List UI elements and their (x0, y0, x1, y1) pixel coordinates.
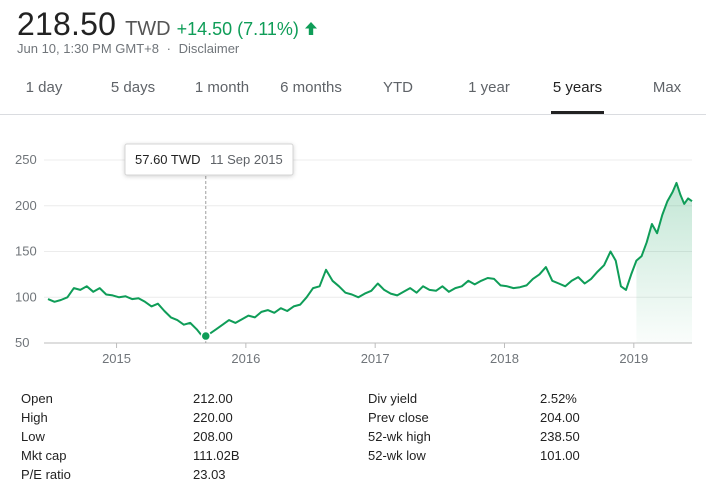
stat-row-mkt-cap: Mkt cap 111.02B (21, 446, 261, 465)
tab-6-months[interactable]: 6 months (280, 79, 342, 96)
currency-label: TWD (125, 18, 171, 40)
stat-label: Div yield (368, 391, 418, 406)
x-tick-label: 2018 (490, 351, 519, 366)
stat-row-prev-close: Prev close 204.00 (368, 408, 608, 427)
stat-label: High (21, 410, 48, 425)
stat-value: 220.00 (193, 410, 233, 425)
x-tick-label: 2015 (102, 351, 131, 366)
quote-header: 218.50 TWD +14.50 (7.11%) (17, 6, 318, 43)
stat-row-52wk-low: 52-wk low 101.00 (368, 446, 608, 465)
stat-row-low: Low 208.00 (21, 427, 261, 446)
x-tick-label: 2017 (361, 351, 390, 366)
meta-separator: · (166, 41, 171, 56)
tab-ytd[interactable]: YTD (383, 79, 413, 96)
stat-value: 238.50 (540, 429, 580, 444)
x-tick-label: 2016 (231, 351, 260, 366)
stat-row-pe-ratio: P/E ratio 23.03 (21, 465, 261, 484)
x-tick-label: 2019 (619, 351, 648, 366)
price-area (636, 182, 692, 343)
price-line (47, 181, 693, 337)
disclaimer-link[interactable]: Disclaimer (178, 41, 240, 56)
stat-row-52wk-high: 52-wk high 238.50 (368, 427, 608, 446)
current-price: 218.50 (17, 6, 117, 42)
range-tabs: 1 day 5 days 1 month 6 months YTD 1 year… (0, 60, 706, 115)
stats-right: Div yield 2.52% Prev close 204.00 52-wk hi… (368, 389, 608, 465)
quote-timestamp: Jun 10, 1:30 PM GMT+8 (17, 41, 159, 56)
stat-value: 2.52% (540, 391, 577, 406)
stat-row-div-yield: Div yield 2.52% (368, 389, 608, 408)
tab-5-years[interactable]: 5 years (551, 60, 604, 114)
stat-value: 204.00 (540, 410, 580, 425)
stat-label: Mkt cap (21, 448, 67, 463)
stat-row-high: High 220.00 (21, 408, 261, 427)
tab-5-days[interactable]: 5 days (110, 79, 156, 96)
y-tick-label: 150 (15, 244, 37, 259)
stat-value: 23.03 (193, 467, 226, 482)
stat-row-open: Open 212.00 (21, 389, 261, 408)
y-tick-label: 200 (15, 198, 37, 213)
tab-1-day[interactable]: 1 day (25, 79, 63, 96)
stat-label: 52-wk low (368, 448, 426, 463)
stats-left: Open 212.00 High 220.00 Low 208.00 Mkt cap 1… (21, 389, 261, 484)
chart-tooltip: 57.60 TWD 11 Sep 2015 (124, 143, 294, 176)
y-tick-label: 50 (15, 335, 29, 350)
tab-1-month[interactable]: 1 month (194, 79, 250, 96)
tooltip-box (124, 143, 294, 176)
stat-label: Open (21, 391, 53, 406)
stat-label: 52-wk high (368, 429, 431, 444)
stat-label: Prev close (368, 410, 429, 425)
y-tick-label: 100 (15, 289, 37, 304)
y-tick-label: 250 (15, 152, 37, 167)
price-chart[interactable]: 50 100 150 200 250 2015 2016 2017 2018 2019 57.60 … (0, 120, 706, 378)
stat-value: 208.00 (193, 429, 233, 444)
stat-label: P/E ratio (21, 467, 71, 482)
tab-1-year[interactable]: 1 year (468, 79, 510, 96)
tooltip-date: 11 Sep 2015 (210, 152, 283, 167)
stat-label: Low (21, 429, 45, 444)
quote-meta: Jun 10, 1:30 PM GMT+8 · Disclaimer (17, 41, 239, 56)
stat-value: 212.00 (193, 391, 233, 406)
tab-max[interactable]: Max (652, 79, 682, 96)
price-change: +14.50 (7.11%) (176, 19, 299, 39)
stat-value: 111.02B (193, 448, 240, 463)
highlight-point (200, 330, 212, 342)
arrow-up-icon (304, 21, 318, 36)
stat-value: 101.00 (540, 448, 580, 463)
tooltip-value: 57.60 TWD (135, 152, 201, 167)
